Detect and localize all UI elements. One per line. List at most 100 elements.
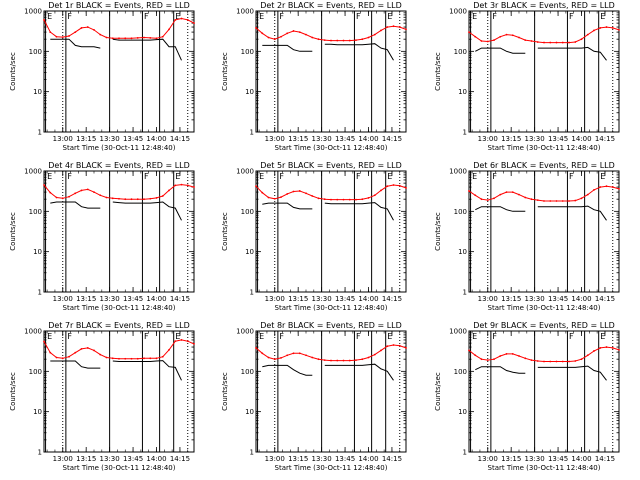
- x-tick-label: 13:15: [76, 135, 96, 143]
- data-point: [561, 200, 564, 202]
- data-point: [317, 197, 320, 200]
- plot-frame: [255, 170, 407, 293]
- x-tick-label: 14:00: [146, 135, 166, 143]
- series-line-events: [324, 43, 394, 61]
- data-point: [480, 40, 483, 42]
- data-point: [74, 31, 77, 33]
- series-line-events: [537, 205, 607, 221]
- plot-frame: [43, 330, 195, 453]
- x-tick-label: 14:00: [358, 295, 378, 303]
- plot-frame: [43, 10, 195, 133]
- data-point: [174, 340, 177, 343]
- data-point: [168, 348, 170, 351]
- data-point: [336, 359, 339, 362]
- data-point: [373, 194, 376, 197]
- x-tick-label: 14:15: [595, 455, 615, 463]
- data-point: [61, 357, 64, 360]
- data-point: [348, 198, 351, 201]
- y-tick-label: 1000: [236, 8, 254, 16]
- data-point: [68, 355, 70, 358]
- y-tick-label: 1000: [24, 8, 42, 16]
- y-axis-label: Counts/sec: [9, 372, 17, 411]
- data-point: [273, 197, 276, 200]
- data-point: [255, 27, 257, 29]
- data-point: [493, 358, 495, 361]
- data-point: [543, 360, 545, 363]
- data-point: [392, 25, 395, 28]
- data-point: [99, 194, 102, 197]
- y-axis-label: Counts/sec: [434, 372, 442, 411]
- x-tick-label: 13:30: [100, 455, 120, 463]
- data-point: [518, 355, 520, 357]
- y-tick-label: 1: [463, 449, 467, 457]
- marker-label: F: [569, 12, 574, 21]
- data-point: [474, 35, 477, 38]
- y-tick-label: 1: [463, 289, 467, 297]
- data-point: [355, 39, 357, 41]
- data-point: [524, 39, 527, 41]
- data-point: [330, 198, 332, 201]
- marker-label: E: [472, 172, 477, 181]
- x-tick-label: 13:30: [312, 135, 332, 143]
- data-point: [549, 41, 552, 44]
- data-point: [555, 360, 558, 363]
- data-point: [99, 353, 102, 356]
- data-point: [568, 200, 570, 202]
- y-axis-label: Counts/sec: [434, 212, 442, 251]
- series-line-lld: [43, 17, 195, 39]
- marker-label: F: [569, 332, 574, 341]
- series-line-lld: [43, 184, 195, 200]
- data-point: [292, 30, 295, 32]
- marker-label: F: [356, 332, 361, 341]
- x-tick-label: 13:30: [312, 295, 332, 303]
- x-tick-label: 13:00: [53, 455, 73, 463]
- data-point: [68, 195, 70, 198]
- marker-label: F: [67, 332, 72, 341]
- x-tick-label: 13:30: [525, 135, 545, 143]
- data-point: [480, 358, 483, 361]
- data-point: [55, 196, 58, 199]
- plot-frame: [468, 330, 620, 453]
- data-point: [568, 360, 570, 363]
- data-point: [499, 355, 502, 357]
- y-tick-label: 100: [241, 368, 254, 376]
- x-tick-label: 13:15: [288, 295, 308, 303]
- data-point: [468, 349, 470, 352]
- series-line-lld: [255, 184, 407, 201]
- y-tick-label: 100: [454, 368, 467, 376]
- y-tick-label: 1: [250, 129, 254, 137]
- x-tick-label: 13:45: [335, 295, 355, 303]
- data-point: [330, 359, 332, 362]
- data-point: [174, 184, 177, 187]
- data-point: [43, 19, 45, 21]
- y-axis-label: Counts/sec: [434, 52, 442, 91]
- data-point: [611, 347, 614, 349]
- y-axis-label: Counts/sec: [9, 52, 17, 91]
- data-point: [80, 347, 83, 350]
- data-point: [168, 189, 170, 192]
- x-tick-label: 14:15: [595, 295, 615, 303]
- y-tick-label: 1: [38, 129, 42, 137]
- data-point: [574, 360, 577, 362]
- data-point: [511, 191, 514, 193]
- x-tick-label: 14:15: [382, 455, 402, 463]
- x-axis-label: Start Time (30-Oct-11 12:48:40): [63, 464, 176, 472]
- data-point: [605, 346, 608, 348]
- series-line-events: [475, 366, 526, 374]
- data-point: [130, 198, 133, 201]
- data-point: [348, 359, 351, 362]
- data-point: [549, 360, 552, 363]
- y-tick-label: 1000: [236, 328, 254, 336]
- x-tick-label: 13:45: [335, 455, 355, 463]
- data-point: [180, 339, 183, 341]
- data-point: [618, 187, 620, 190]
- data-point: [130, 357, 133, 360]
- data-point: [543, 41, 545, 44]
- data-point: [168, 28, 170, 31]
- data-point: [524, 196, 527, 199]
- panel-8: Det 8r BLACK = Events, RED = LLD 1 10 100 10…: [221, 321, 407, 472]
- marker-label: F: [144, 172, 149, 181]
- data-point: [93, 349, 95, 352]
- data-point: [599, 347, 602, 349]
